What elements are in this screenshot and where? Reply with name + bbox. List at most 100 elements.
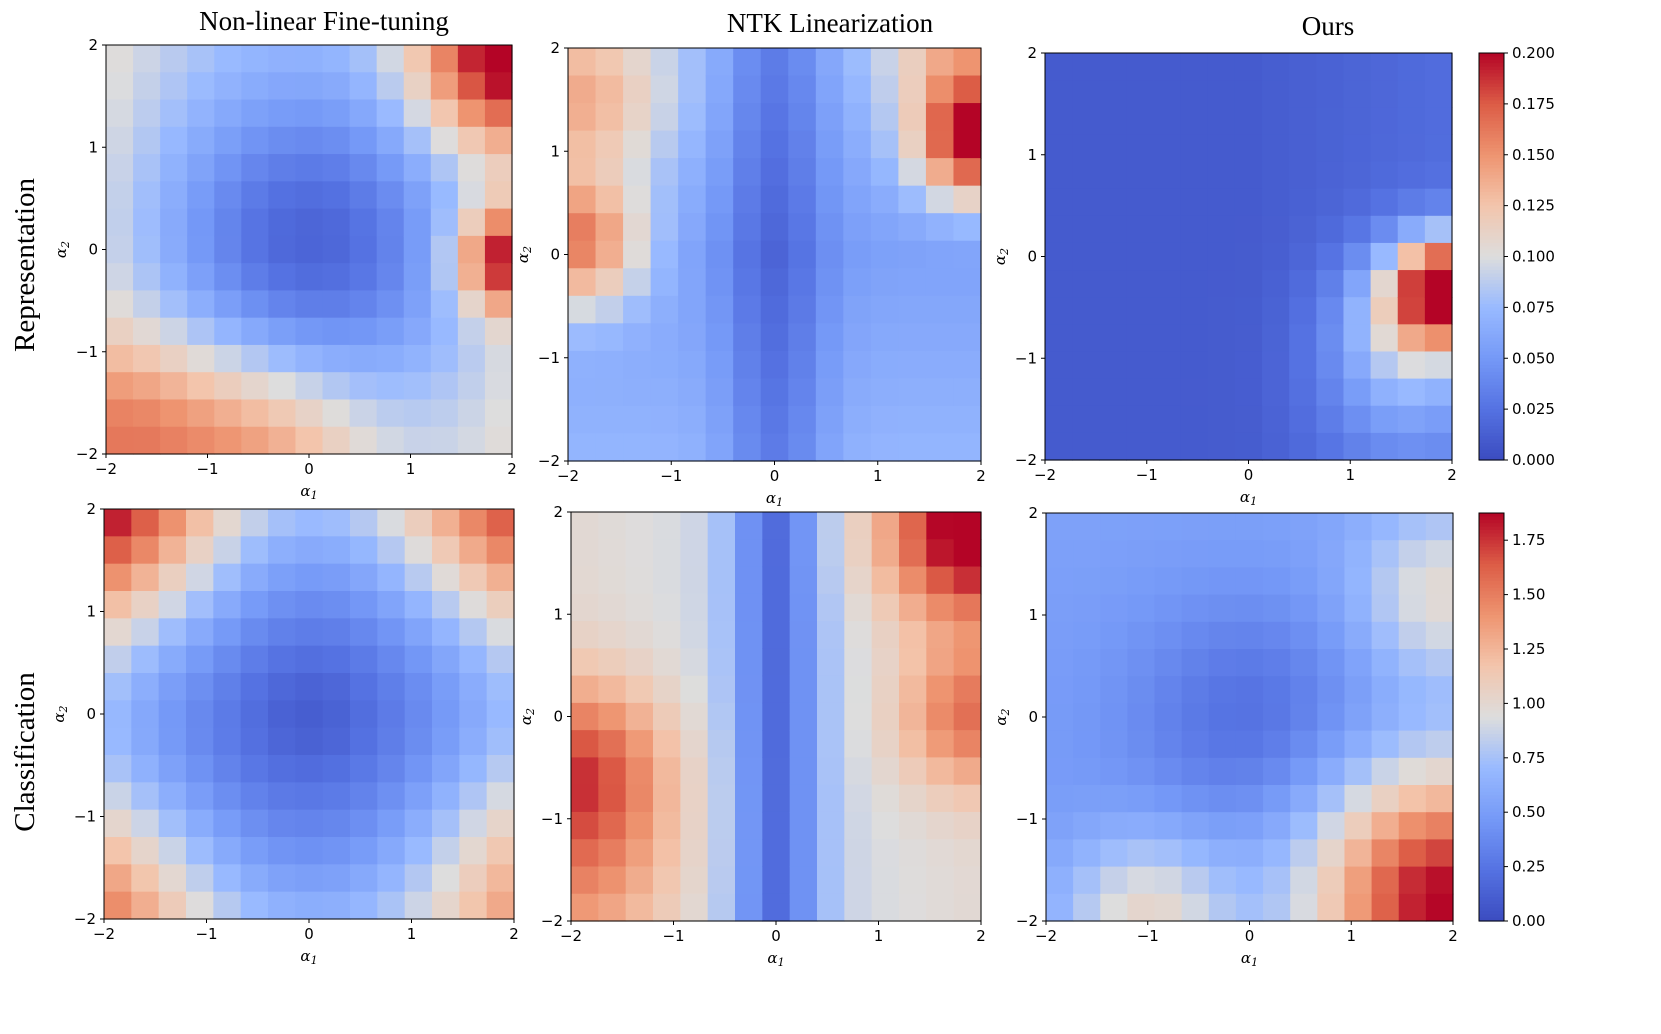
heatmap-cell (705, 295, 734, 324)
heatmap-cell (926, 648, 955, 677)
heatmap-cell (486, 536, 515, 565)
heatmap-cell (817, 593, 845, 622)
heatmap-cell (268, 809, 296, 838)
heatmap-cell (1126, 432, 1155, 461)
heatmap-cell (870, 268, 899, 297)
heatmap-cell (595, 405, 624, 435)
colorbar-swatch (1479, 900, 1504, 905)
heatmap-cell (158, 727, 187, 756)
heatmap-cell (650, 433, 679, 462)
colorbar-swatch (1479, 141, 1504, 146)
heatmap-cell (707, 757, 736, 786)
heatmap-cell (214, 317, 242, 346)
heatmap-cell (733, 323, 762, 352)
heatmap-cell (322, 809, 351, 838)
heatmap-cell (707, 893, 736, 922)
heatmap-cell (241, 235, 269, 264)
heatmap-cell (1208, 649, 1237, 677)
heatmap-cell (678, 75, 707, 104)
heatmap-cell (788, 48, 817, 77)
heatmap-cell (680, 730, 709, 758)
heatmap-cell (762, 811, 791, 840)
heatmap-cell (678, 268, 707, 297)
heatmap-cell (104, 891, 132, 920)
heatmap-cell (953, 75, 982, 104)
heatmap-cell (623, 103, 652, 132)
heatmap-cell (898, 268, 927, 297)
colorbar-swatch (1479, 385, 1504, 390)
heatmap-cell (484, 181, 513, 210)
heatmap-cell (430, 344, 459, 373)
heatmap-cell (404, 645, 433, 674)
heatmap-cell (133, 263, 161, 291)
heatmap-cell (1371, 730, 1400, 759)
heatmap-cell (625, 566, 654, 595)
heatmap-cell (898, 350, 927, 379)
heatmap-cell (1425, 866, 1454, 895)
heatmap-cell (295, 837, 324, 865)
heatmap-cell (106, 208, 134, 237)
heatmap-cell (1234, 351, 1263, 380)
heatmap-cell (187, 317, 215, 346)
heatmap-cell (403, 208, 432, 237)
heatmap-cell (187, 45, 215, 73)
y-axis-label: α2 (50, 705, 70, 722)
heatmap-cell (241, 45, 269, 73)
heatmap-cell (926, 675, 955, 704)
heatmap-cell (680, 839, 709, 868)
heatmap-cell (377, 645, 406, 674)
heatmap-cell (1262, 242, 1290, 271)
heatmap-cell (870, 405, 899, 435)
heatmap-cell (484, 399, 513, 428)
heatmap-cell (187, 208, 215, 237)
heatmap-cell (432, 837, 460, 865)
heatmap-cell (213, 509, 242, 537)
heatmap-cell (158, 591, 187, 619)
heatmap-cell (432, 891, 460, 920)
heatmap-cell (623, 130, 652, 159)
colorbar-swatch (1479, 280, 1504, 285)
heatmap-cell (789, 593, 818, 622)
heatmap-cell (1154, 594, 1183, 623)
colorbar-swatch (1479, 802, 1504, 806)
y-tick-label: −2 (541, 912, 563, 930)
heatmap-cell (953, 621, 982, 649)
heatmap-cell (1425, 621, 1454, 650)
colorbar-swatch (1479, 669, 1504, 674)
colorbar-swatch (1479, 341, 1504, 346)
heatmap-cell (1424, 134, 1453, 163)
heatmap-cell (403, 45, 432, 73)
heatmap-cell (403, 290, 432, 319)
colorbar-swatch (1479, 553, 1504, 558)
heatmap-cell (1046, 730, 1074, 759)
heatmap-cell (187, 72, 215, 101)
colorbar-swatch (1479, 239, 1504, 244)
heatmap-cell (598, 866, 627, 895)
heatmap-cell (598, 757, 627, 786)
heatmap-cell (459, 673, 488, 701)
heatmap-cell (1072, 378, 1100, 407)
colorbar-swatch (1479, 290, 1504, 295)
heatmap-cell (871, 866, 900, 895)
heatmap-cell (571, 593, 599, 622)
heatmap-cell (1181, 757, 1210, 786)
heatmap-cell (870, 103, 899, 132)
colorbar-swatch (1479, 598, 1504, 602)
heatmap-cell (1073, 649, 1101, 677)
heatmap-cell (459, 782, 488, 811)
heatmap-cell (568, 213, 597, 242)
heatmap-cell (1127, 649, 1156, 677)
heatmap-cell (1207, 242, 1236, 271)
heatmap-cell (899, 539, 927, 568)
colorbar-swatch (1479, 178, 1504, 183)
colorbar-swatch (1479, 263, 1504, 268)
heatmap-cell (789, 866, 818, 895)
heatmap-cell (1099, 80, 1127, 108)
heatmap-cell (322, 154, 351, 182)
heatmap-cell (1046, 893, 1074, 922)
heatmap-cell (1100, 594, 1128, 623)
heatmap-cell (430, 372, 459, 401)
heatmap-cell (735, 757, 763, 786)
heatmap-cell (925, 350, 955, 379)
heatmap-cell (486, 673, 515, 701)
